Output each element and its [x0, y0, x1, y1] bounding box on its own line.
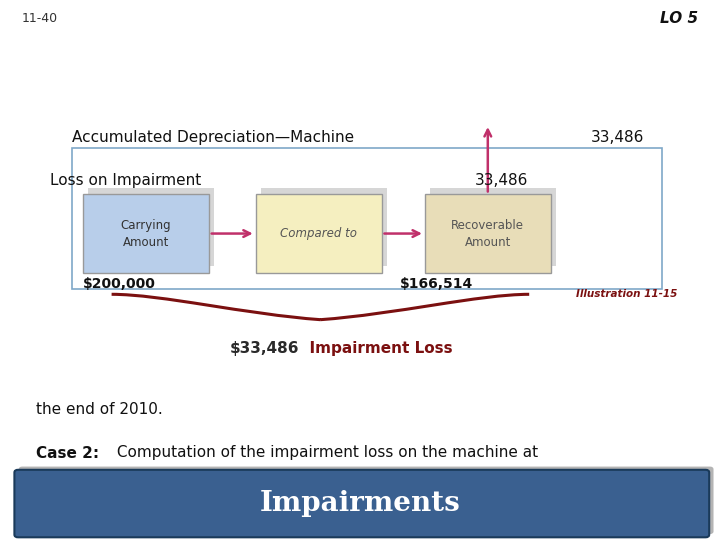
- Text: Impairments: Impairments: [260, 490, 460, 517]
- FancyBboxPatch shape: [425, 194, 551, 273]
- FancyBboxPatch shape: [14, 470, 709, 537]
- Text: Carrying
Amount: Carrying Amount: [120, 219, 171, 248]
- Text: 33,486: 33,486: [475, 173, 528, 188]
- Text: Impairment Loss: Impairment Loss: [299, 341, 452, 356]
- Text: $166,514: $166,514: [400, 276, 473, 291]
- Text: Accumulated Depreciation—Machine: Accumulated Depreciation—Machine: [72, 130, 354, 145]
- Text: Compared to: Compared to: [280, 227, 357, 240]
- FancyBboxPatch shape: [261, 188, 387, 266]
- Text: Loss on Impairment: Loss on Impairment: [50, 173, 202, 188]
- FancyBboxPatch shape: [19, 467, 714, 534]
- Text: Recoverable
Amount: Recoverable Amount: [451, 219, 524, 248]
- Text: LO 5: LO 5: [660, 11, 698, 26]
- FancyBboxPatch shape: [83, 194, 209, 273]
- Text: 11-40: 11-40: [22, 12, 58, 25]
- Text: $33,486: $33,486: [229, 341, 299, 356]
- FancyBboxPatch shape: [256, 194, 382, 273]
- Text: Computation of the impairment loss on the machine at: Computation of the impairment loss on th…: [112, 446, 538, 461]
- Text: Illustration 11-15: Illustration 11-15: [576, 289, 677, 299]
- Text: 33,486: 33,486: [590, 130, 644, 145]
- Text: $200,000: $200,000: [83, 276, 156, 291]
- FancyBboxPatch shape: [430, 188, 556, 266]
- Text: the end of 2010.: the end of 2010.: [36, 402, 163, 417]
- FancyBboxPatch shape: [88, 188, 214, 266]
- Text: Case 2:: Case 2:: [36, 446, 99, 461]
